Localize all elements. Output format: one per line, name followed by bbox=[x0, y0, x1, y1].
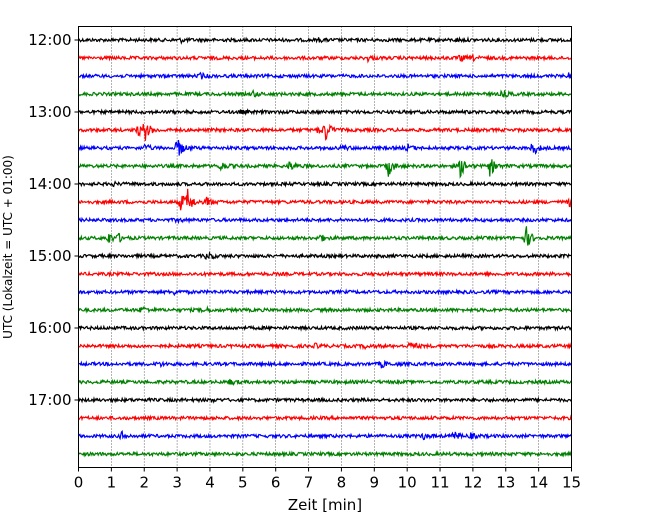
seismic-trace bbox=[78, 359, 573, 369]
seismic-trace bbox=[77, 36, 572, 45]
seismic-trace bbox=[78, 396, 572, 404]
seismic-trace bbox=[77, 123, 573, 141]
y-tick-label: 16:00 bbox=[28, 319, 71, 337]
seismic-trace bbox=[77, 250, 572, 260]
x-tick-label: 10 bbox=[398, 474, 417, 492]
seismic-trace bbox=[78, 288, 572, 297]
x-tick-label: 4 bbox=[205, 474, 215, 492]
seismic-trace bbox=[78, 378, 572, 386]
y-axis-ticks: 12:00 13:00 14:00 15:00 16:00 17:00 bbox=[28, 31, 79, 409]
x-tick-label: 14 bbox=[529, 474, 548, 492]
y-axis-label: UTC (Lokalzeit = UTC + 01:00) bbox=[1, 155, 15, 339]
seismic-trace bbox=[77, 159, 572, 179]
y-tick-label: 14:00 bbox=[28, 175, 71, 193]
x-axis-ticks: 0 1 2 3 4 5 6 7 8 9 10 11 12 13 14 15 bbox=[74, 467, 581, 492]
x-axis-label: Zeit [min] bbox=[288, 496, 362, 514]
y-tick-label: 15:00 bbox=[28, 247, 71, 265]
y-tick-label: 13:00 bbox=[28, 103, 71, 121]
seismic-trace bbox=[77, 324, 572, 332]
seismic-trace bbox=[78, 88, 572, 99]
seismic-trace bbox=[78, 216, 573, 225]
x-tick-label: 15 bbox=[562, 474, 581, 492]
x-tick-label: 6 bbox=[271, 474, 281, 492]
seismic-trace bbox=[77, 188, 573, 211]
x-tick-label: 8 bbox=[337, 474, 347, 492]
seismic-trace bbox=[77, 226, 573, 246]
y-tick-label: 12:00 bbox=[28, 31, 71, 49]
seismic-trace bbox=[78, 305, 572, 314]
seismic-trace bbox=[78, 71, 573, 80]
seismic-trace bbox=[78, 139, 572, 156]
x-tick-label: 12 bbox=[463, 474, 482, 492]
x-tick-label: 13 bbox=[496, 474, 515, 492]
x-tick-label: 11 bbox=[430, 474, 449, 492]
x-tick-label: 9 bbox=[370, 474, 380, 492]
plot-frame bbox=[78, 26, 572, 468]
x-tick-label: 3 bbox=[172, 474, 182, 492]
seismic-trace bbox=[77, 180, 572, 188]
x-tick-label: 7 bbox=[304, 474, 314, 492]
seismic-trace bbox=[78, 270, 572, 278]
seismic-traces bbox=[77, 36, 573, 458]
seismic-trace bbox=[77, 430, 573, 441]
seismic-trace bbox=[78, 450, 573, 458]
y-tick-label: 17:00 bbox=[28, 391, 71, 409]
x-tick-label: 5 bbox=[238, 474, 248, 492]
seismic-trace bbox=[78, 414, 573, 422]
seismic-trace bbox=[78, 341, 572, 351]
x-tick-label: 1 bbox=[107, 474, 117, 492]
seismic-trace bbox=[78, 53, 573, 64]
seismic-trace bbox=[78, 108, 573, 116]
x-tick-label: 2 bbox=[139, 474, 149, 492]
x-tick-label: 0 bbox=[74, 474, 84, 492]
